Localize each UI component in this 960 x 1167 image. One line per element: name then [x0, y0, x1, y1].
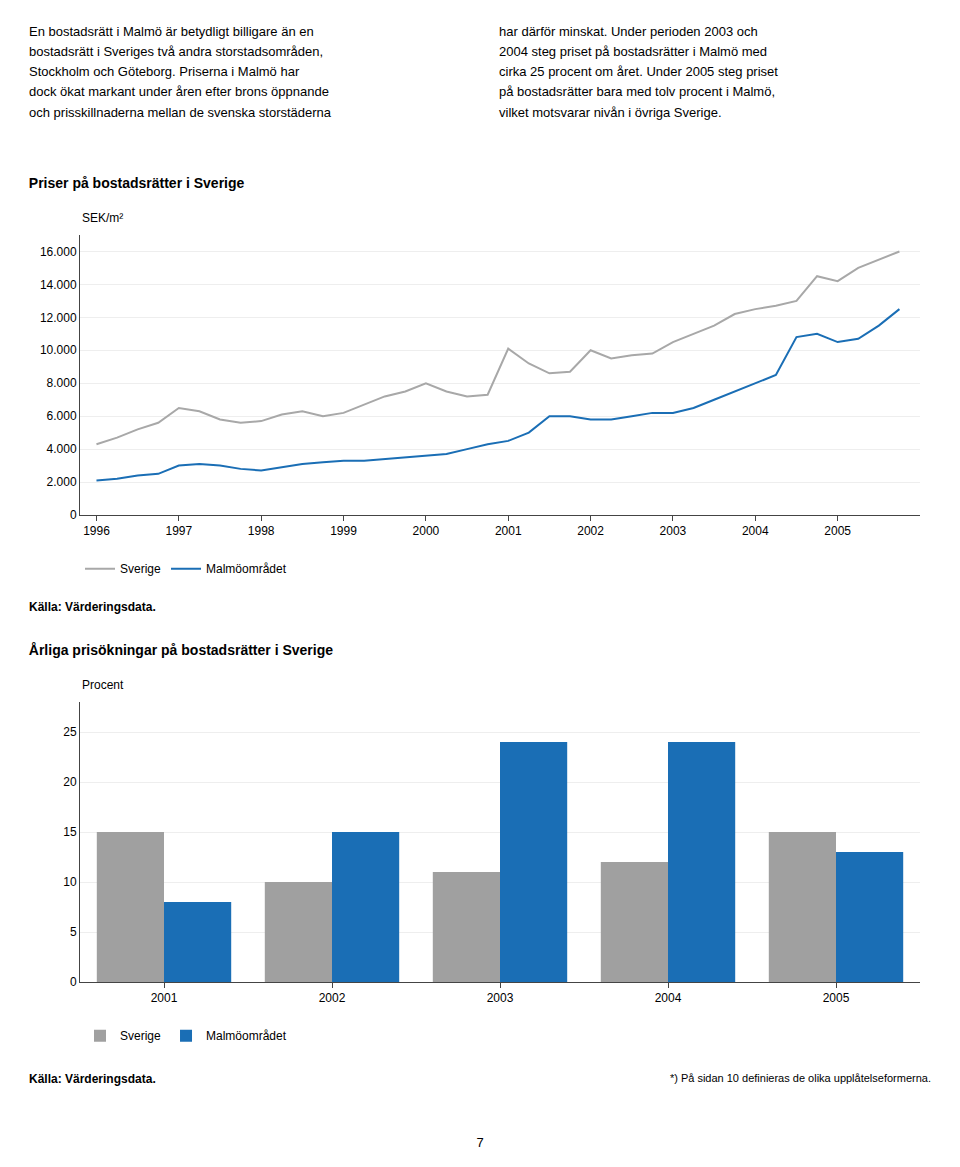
svg-text:5: 5: [70, 925, 77, 939]
svg-text:4.000: 4.000: [47, 442, 77, 456]
svg-text:25: 25: [63, 725, 77, 739]
svg-text:2005: 2005: [823, 991, 850, 1005]
svg-text:SEK/m²: SEK/m²: [82, 211, 123, 225]
html-text:7: 7: [476, 1135, 484, 1150]
svg-text:0: 0: [70, 975, 77, 989]
html-text:*) På sidan 10 definieras de o: *) På sidan 10 definieras de olika upplå…: [669, 1072, 931, 1084]
svg-text:2005: 2005: [824, 524, 851, 538]
svg-text:2.000: 2.000: [47, 475, 77, 489]
svg-text:1997: 1997: [165, 524, 192, 538]
html-text:Källa: Värderingsdata.: Källa: Värderingsdata.: [29, 600, 156, 614]
svg-text:1996: 1996: [83, 524, 110, 538]
svg-text:Procent: Procent: [82, 678, 124, 692]
svg-text:2003: 2003: [487, 991, 514, 1005]
svg-text:2000: 2000: [413, 524, 440, 538]
html-text:Källa: Värderingsdata.: Källa: Värderingsdata.: [29, 1072, 156, 1086]
svg-text:14.000: 14.000: [40, 278, 77, 292]
svg-text:12.000: 12.000: [40, 311, 77, 325]
svg-text:2001: 2001: [495, 524, 522, 538]
svg-text:1999: 1999: [330, 524, 357, 538]
svg-text:Malmöområdet: Malmöområdet: [206, 562, 287, 576]
svg-text:Priser på bostadsrätter i Sver: Priser på bostadsrätter i Sverige: [29, 175, 245, 191]
svg-text:2002: 2002: [577, 524, 604, 538]
svg-text:Sverige: Sverige: [120, 1029, 161, 1043]
html-text:En bostadsrätt i Malmö är bety: En bostadsrätt i Malmö är betydligt bill…: [29, 24, 331, 120]
svg-text:15: 15: [63, 825, 77, 839]
svg-text:2004: 2004: [655, 991, 682, 1005]
html-text:har därför minskat. Under peri: har därför minskat. Under perioden 2003 …: [499, 24, 778, 120]
svg-text:2003: 2003: [660, 524, 687, 538]
svg-text:2004: 2004: [742, 524, 769, 538]
svg-text:6.000: 6.000: [47, 409, 77, 423]
svg-text:20: 20: [63, 775, 77, 789]
svg-text:2002: 2002: [319, 991, 346, 1005]
svg-text:10: 10: [63, 875, 77, 889]
svg-text:1998: 1998: [248, 524, 275, 538]
svg-text:0: 0: [70, 508, 77, 522]
svg-text:8.000: 8.000: [47, 376, 77, 390]
svg-text:16.000: 16.000: [40, 245, 77, 259]
svg-text:10.000: 10.000: [40, 343, 77, 357]
svg-text:2001: 2001: [151, 991, 178, 1005]
svg-text:Sverige: Sverige: [120, 562, 161, 576]
svg-text:Malmöområdet: Malmöområdet: [206, 1029, 287, 1043]
svg-text:Årliga prisökningar på bostads: Årliga prisökningar på bostadsrätter i S…: [29, 642, 333, 658]
